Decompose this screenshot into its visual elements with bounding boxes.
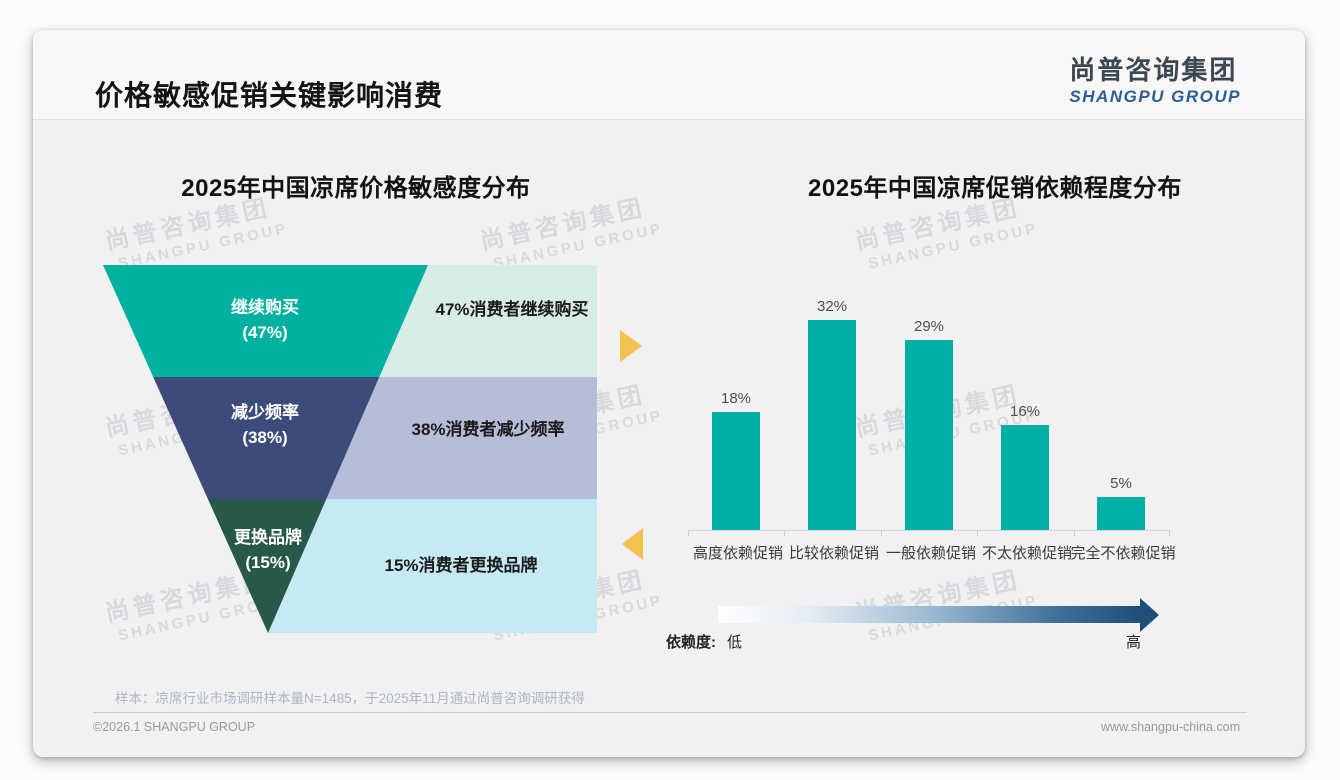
dependency-arrow-head-icon bbox=[1140, 598, 1159, 632]
header-band bbox=[33, 30, 1305, 119]
bar bbox=[905, 340, 953, 530]
slide-card: 尚普咨询集团 SHANGPU GROUP 尚普咨询集团 SHANGPU GROUP … bbox=[33, 30, 1305, 757]
funnel-annotation: 38%消费者减少频率 bbox=[411, 420, 565, 439]
bar bbox=[712, 412, 760, 530]
dependency-gradient-bar bbox=[718, 606, 1140, 623]
arrow-left-icon bbox=[622, 528, 643, 560]
funnel-annotation-panel bbox=[268, 499, 597, 633]
funnel-chart bbox=[103, 265, 597, 633]
bar-column: 32% bbox=[808, 298, 856, 530]
logo-en-text: SHANGPU GROUP bbox=[1069, 86, 1241, 106]
funnel-stage-label: 减少频率 (38%) bbox=[231, 403, 299, 447]
bar-value-label: 5% bbox=[1110, 475, 1132, 492]
funnel-stage-shape bbox=[207, 499, 327, 633]
funnel-stage-shape bbox=[103, 265, 428, 377]
bar-chart-plot: 18% 32% 29% 16% 5% bbox=[688, 290, 1170, 536]
bar-column: 5% bbox=[1097, 475, 1145, 530]
arrow-right-icon bbox=[620, 330, 642, 362]
axis-tick bbox=[881, 530, 882, 536]
dependency-low-label: 低 bbox=[727, 634, 743, 651]
category-label: 完全不依赖促销 bbox=[1070, 545, 1176, 562]
category-label: 不太依赖促销 bbox=[981, 545, 1072, 562]
dependency-label: 依赖度: bbox=[666, 634, 716, 651]
bar-value-label: 32% bbox=[816, 298, 848, 315]
axis-tick bbox=[688, 530, 689, 536]
funnel-annotation: 47%消费者继续购买 bbox=[435, 300, 589, 319]
axis-tick bbox=[784, 530, 785, 536]
axis-tick bbox=[977, 530, 978, 536]
funnel-annotation-panel bbox=[379, 265, 597, 377]
category-label: 一般依赖促销 bbox=[885, 545, 976, 562]
axis-tick bbox=[1074, 530, 1075, 536]
bar-column: 29% bbox=[905, 318, 953, 530]
page-title: 价格敏感促销关键影响消费 bbox=[95, 80, 444, 111]
company-logo: 尚普咨询集团 SHANGPU GROUP bbox=[1069, 56, 1241, 107]
bar bbox=[1001, 425, 1049, 530]
bar-value-label: 18% bbox=[720, 390, 752, 407]
header-divider bbox=[33, 119, 1305, 120]
footer-divider bbox=[93, 712, 1247, 713]
bar-column: 16% bbox=[1001, 403, 1049, 530]
sample-note: 样本：凉席行业市场调研样本量N=1485，于2025年11月通过尚普咨询调研获得 bbox=[115, 691, 585, 706]
bar bbox=[1097, 497, 1145, 530]
bar-value-label: 29% bbox=[913, 318, 945, 335]
copyright-text: ©2026.1 SHANGPU GROUP bbox=[93, 720, 256, 734]
category-label: 高度依赖促销 bbox=[692, 545, 783, 562]
funnel-annotation-panel bbox=[326, 377, 597, 499]
website-url: www.shangpu-china.com bbox=[1101, 720, 1240, 734]
bar-chart-title: 2025年中国凉席促销依赖程度分布 bbox=[808, 175, 1182, 202]
logo-cn-text: 尚普咨询集团 bbox=[1069, 55, 1238, 85]
bar-value-label: 16% bbox=[1009, 403, 1041, 420]
category-label: 比较依赖促销 bbox=[788, 545, 879, 562]
bar-column: 18% bbox=[712, 390, 760, 530]
bar bbox=[808, 320, 856, 530]
dependency-high-label: 高 bbox=[1126, 634, 1142, 651]
funnel-annotation: 15%消费者更换品牌 bbox=[384, 556, 538, 575]
funnel-stage-label: 更换品牌 (15%) bbox=[234, 528, 302, 572]
axis-tick bbox=[1169, 530, 1170, 536]
funnel-chart-title: 2025年中国凉席价格敏感度分布 bbox=[181, 175, 531, 202]
funnel-stage-label: 继续购买 (47%) bbox=[231, 298, 299, 342]
funnel-stage-shape bbox=[153, 377, 380, 499]
